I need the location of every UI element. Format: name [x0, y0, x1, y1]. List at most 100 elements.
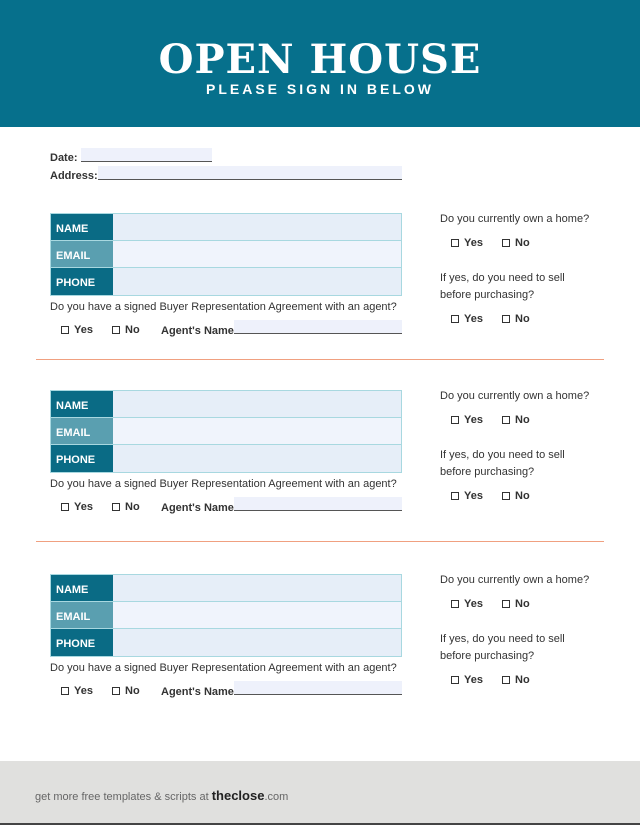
yes-label: Yes [74, 324, 93, 336]
agreement-question: Do you have a signed Buyer Representatio… [50, 301, 397, 313]
yes-label: Yes [464, 237, 483, 249]
sell-yes-checkbox[interactable]: Yes [451, 313, 483, 325]
name-label: NAME [51, 391, 113, 417]
yes-label: Yes [464, 490, 483, 502]
email-label: EMAIL [51, 241, 113, 267]
address-field[interactable] [98, 166, 402, 180]
divider [36, 541, 604, 542]
footer: get more free templates & scripts at the… [0, 761, 640, 825]
no-label: No [515, 414, 530, 426]
name-label: NAME [51, 214, 113, 240]
no-label: No [125, 685, 140, 697]
agent-name-field[interactable] [234, 320, 402, 334]
agreement-question: Do you have a signed Buyer Representatio… [50, 478, 397, 490]
checkbox-icon [502, 315, 510, 323]
phone-field[interactable] [113, 629, 401, 656]
phone-label: PHONE [51, 629, 113, 656]
no-label: No [515, 598, 530, 610]
checkbox-icon [502, 600, 510, 608]
own-no-checkbox[interactable]: No [502, 237, 530, 249]
agent-name-label: Agent's Name: [161, 686, 238, 698]
checkbox-icon [61, 687, 69, 695]
checkbox-icon [502, 416, 510, 424]
phone-label: PHONE [51, 445, 113, 472]
sell-no-checkbox[interactable]: No [502, 490, 530, 502]
email-label: EMAIL [51, 602, 113, 628]
contact-table: NAME EMAIL PHONE [50, 213, 402, 296]
checkbox-icon [112, 503, 120, 511]
checkbox-icon [451, 600, 459, 608]
email-field[interactable] [113, 418, 401, 444]
checkbox-icon [61, 503, 69, 511]
checkbox-icon [502, 239, 510, 247]
own-home-question: Do you currently own a home? [440, 574, 590, 586]
phone-field[interactable] [113, 268, 401, 295]
page-title: OPEN HOUSE [158, 36, 482, 83]
own-yes-checkbox[interactable]: Yes [451, 414, 483, 426]
own-yes-checkbox[interactable]: Yes [451, 237, 483, 249]
email-field[interactable] [113, 241, 401, 267]
checkbox-icon [451, 239, 459, 247]
own-home-question: Do you currently own a home? [440, 213, 590, 225]
date-field[interactable] [81, 148, 212, 162]
checkbox-icon [451, 676, 459, 684]
name-field[interactable] [113, 214, 401, 240]
email-field[interactable] [113, 602, 401, 628]
name-field[interactable] [113, 575, 401, 601]
sign-in-entry: NAME EMAIL PHONE Do you have a signed Bu… [0, 213, 640, 363]
contact-table: NAME EMAIL PHONE [50, 390, 402, 473]
yes-label: Yes [74, 501, 93, 513]
own-home-question: Do you currently own a home? [440, 390, 590, 402]
sell-yes-checkbox[interactable]: Yes [451, 490, 483, 502]
sell-no-checkbox[interactable]: No [502, 674, 530, 686]
phone-label: PHONE [51, 268, 113, 295]
checkbox-icon [61, 326, 69, 334]
own-no-checkbox[interactable]: No [502, 414, 530, 426]
date-label: Date: [50, 152, 78, 164]
no-label: No [515, 490, 530, 502]
agreement-yes-checkbox[interactable]: Yes [61, 501, 93, 513]
agreement-no-checkbox[interactable]: No [112, 685, 140, 697]
brand-link[interactable]: theclose [211, 788, 265, 803]
checkbox-icon [451, 315, 459, 323]
header: OPEN HOUSE PLEASE SIGN IN BELOW [0, 0, 640, 127]
sell-no-checkbox[interactable]: No [502, 313, 530, 325]
divider [36, 359, 604, 360]
address-label: Address: [50, 170, 98, 182]
checkbox-icon [112, 326, 120, 334]
agreement-no-checkbox[interactable]: No [112, 501, 140, 513]
yes-label: Yes [464, 414, 483, 426]
email-label: EMAIL [51, 418, 113, 444]
phone-field[interactable] [113, 445, 401, 472]
agreement-no-checkbox[interactable]: No [112, 324, 140, 336]
yes-label: Yes [464, 313, 483, 325]
yes-label: Yes [74, 685, 93, 697]
contact-table: NAME EMAIL PHONE [50, 574, 402, 657]
agreement-yes-checkbox[interactable]: Yes [61, 324, 93, 336]
no-label: No [515, 237, 530, 249]
agreement-yes-checkbox[interactable]: Yes [61, 685, 93, 697]
own-no-checkbox[interactable]: No [502, 598, 530, 610]
name-label: NAME [51, 575, 113, 601]
sell-question: If yes, do you need to sell before purcha… [440, 272, 565, 301]
footer-text: get more free templates & scripts at the… [35, 788, 289, 803]
no-label: No [515, 313, 530, 325]
sell-question: If yes, do you need to sell before purcha… [440, 633, 565, 662]
yes-label: Yes [464, 598, 483, 610]
no-label: No [125, 324, 140, 336]
no-label: No [515, 674, 530, 686]
agent-name-field[interactable] [234, 497, 402, 511]
agent-name-label: Agent's Name: [161, 325, 238, 337]
sell-yes-checkbox[interactable]: Yes [451, 674, 483, 686]
sign-in-entry: NAME EMAIL PHONE Do you have a signed Bu… [0, 574, 640, 724]
sell-question: If yes, do you need to sell before purcha… [440, 449, 565, 478]
checkbox-icon [451, 416, 459, 424]
checkbox-icon [112, 687, 120, 695]
checkbox-icon [502, 676, 510, 684]
agent-name-label: Agent's Name: [161, 502, 238, 514]
sign-in-entry: NAME EMAIL PHONE Do you have a signed Bu… [0, 390, 640, 540]
own-yes-checkbox[interactable]: Yes [451, 598, 483, 610]
name-field[interactable] [113, 391, 401, 417]
agent-name-field[interactable] [234, 681, 402, 695]
checkbox-icon [451, 492, 459, 500]
